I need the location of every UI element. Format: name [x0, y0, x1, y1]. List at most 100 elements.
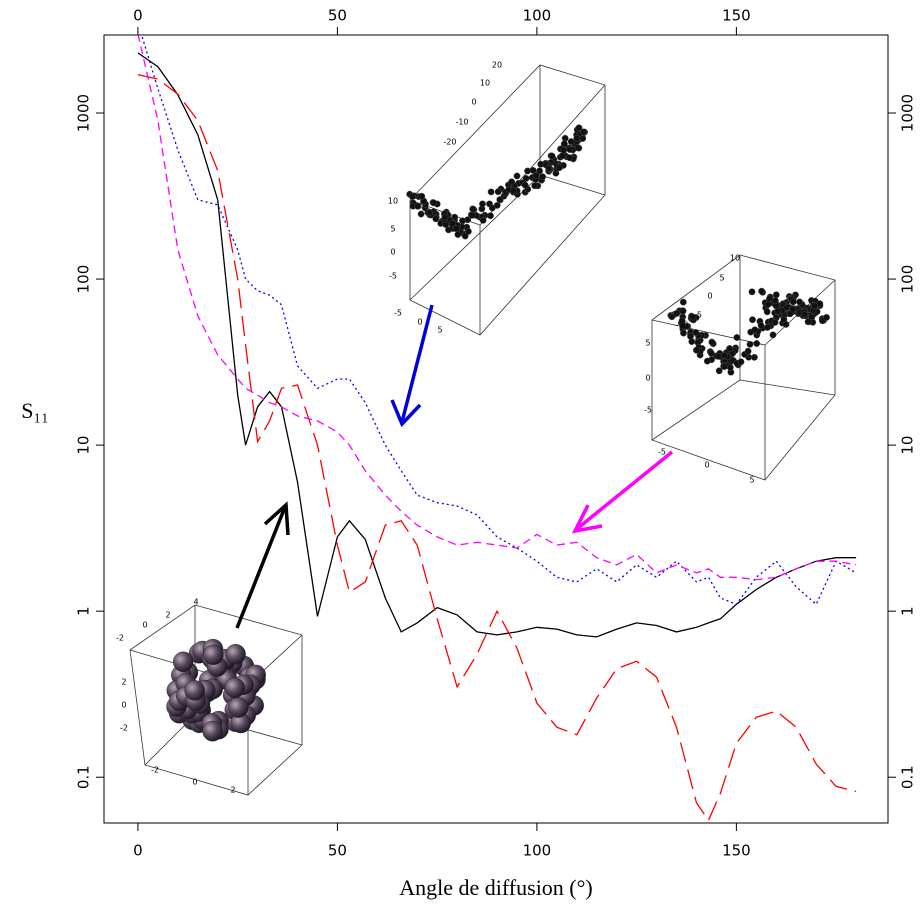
inset-tick-label: 2: [165, 611, 170, 620]
inset-tick-label: 5: [645, 339, 650, 348]
monomer: [689, 313, 697, 321]
monomer: [487, 188, 495, 196]
inset-tick-label: 0: [704, 461, 709, 470]
monomer: [184, 680, 205, 701]
monomer: [764, 323, 771, 331]
monomer: [715, 367, 723, 375]
monomer: [783, 303, 791, 311]
monomer: [744, 347, 752, 355]
monomer: [748, 288, 756, 296]
inset-tick-label: -5: [394, 309, 402, 318]
monomer: [566, 154, 573, 162]
monomer: [521, 181, 529, 189]
monomer: [801, 311, 809, 318]
monomer: [804, 318, 812, 326]
inset-tick-label: -2: [116, 634, 124, 643]
series-line: [137, 52, 857, 638]
monomer: [417, 210, 425, 218]
y-tick-label: 0.1: [75, 765, 93, 789]
monomer: [559, 152, 566, 160]
monomer: [227, 697, 249, 718]
y-tick-label-right: 1: [899, 606, 917, 616]
monomer: [493, 201, 501, 209]
inset-tick-label: 0: [142, 621, 147, 630]
x-tick-label: 100: [523, 842, 552, 860]
inset-tick-label: -5: [694, 311, 702, 320]
monomer: [764, 300, 772, 308]
monomer: [441, 213, 449, 221]
inset-tick-label: 0: [417, 318, 422, 327]
monomer: [461, 232, 469, 240]
monomer: [430, 199, 438, 207]
monomer: [529, 166, 537, 174]
inset-tick-label: -5: [644, 406, 652, 415]
monomer: [539, 173, 546, 181]
y-tick-label: 100: [75, 265, 93, 294]
x-tick-label: 150: [722, 842, 751, 860]
monomer: [509, 187, 517, 195]
monomer: [757, 322, 765, 329]
monomer: [763, 308, 771, 316]
monomer: [579, 135, 587, 142]
monomer: [566, 146, 574, 153]
monomer: [575, 124, 583, 132]
inset-tick-label: -2: [151, 766, 159, 775]
y-tick-label-right: 0.1: [899, 765, 917, 789]
inset-tick-label: 0: [707, 292, 712, 301]
inset-tick-label: 2: [121, 678, 126, 687]
monomer: [418, 192, 426, 200]
inset-tick-label: 5: [749, 476, 754, 485]
y-tick-label-right: 1000: [899, 94, 917, 132]
inset-tick-label: 10: [388, 197, 398, 206]
monomer: [692, 329, 700, 336]
insets: [129, 64, 836, 796]
monomer: [561, 140, 568, 148]
monomer: [789, 305, 797, 313]
monomer: [673, 309, 681, 317]
monomer: [693, 346, 700, 354]
monomer: [714, 352, 722, 360]
arrows: [235, 304, 674, 629]
plot-lines: [137, 35, 857, 822]
monomer: [780, 315, 788, 323]
monomer: [448, 220, 456, 228]
y-axis-label: S₁₁: [21, 398, 49, 423]
inset-tick-label: 10: [480, 79, 490, 88]
inset-tick-label: 0: [645, 374, 650, 383]
monomer: [749, 316, 756, 324]
monomer: [459, 217, 466, 225]
monomer: [746, 340, 754, 348]
monomer: [789, 298, 797, 306]
inset-tick-label: 0: [121, 701, 126, 710]
monomer: [408, 193, 416, 201]
monomer: [726, 345, 733, 352]
inset-tick-label: 5: [390, 225, 395, 234]
monomer: [679, 322, 687, 330]
monomer: [679, 307, 687, 315]
monomer: [708, 338, 716, 346]
monomer: [556, 164, 563, 172]
monomer: [425, 209, 433, 217]
inset-tick-label: 0: [192, 778, 197, 787]
monomer: [203, 644, 224, 665]
x-axis-label: Angle de diffusion (°): [399, 875, 593, 900]
inset-tick-label: 2: [230, 786, 235, 795]
monomer: [464, 227, 472, 235]
inset-box: [409, 64, 606, 336]
monomer: [771, 318, 779, 326]
inset-tick-label: 5: [437, 326, 442, 335]
x-tick-label-top: 100: [523, 7, 552, 25]
monomer: [796, 298, 803, 306]
x-tick-label-top: 50: [328, 7, 347, 25]
inset-tick-label: -10: [455, 118, 468, 127]
inset-tick-label: -2: [120, 724, 128, 733]
monomer: [720, 363, 728, 370]
monomer: [679, 298, 687, 306]
inset-tick-label: 20: [492, 61, 502, 70]
monomer: [479, 200, 486, 208]
x-tick-label-top: 0: [133, 7, 143, 25]
plot-frame: [103, 34, 889, 824]
monomer: [532, 171, 540, 179]
monomer: [454, 231, 462, 238]
monomer: [202, 721, 223, 742]
